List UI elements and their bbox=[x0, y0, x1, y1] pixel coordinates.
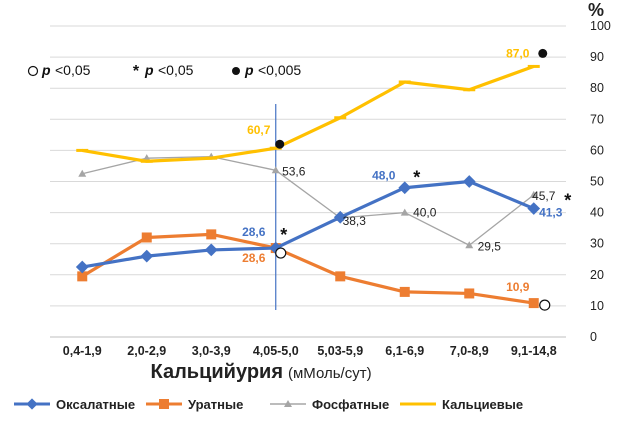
data-point bbox=[141, 232, 152, 243]
series-line-3 bbox=[82, 155, 535, 246]
significance-asterisk: * bbox=[413, 168, 420, 188]
significance-filled-circle bbox=[275, 139, 285, 149]
data-point bbox=[204, 243, 218, 257]
legend-p-threshold: <0,05 bbox=[55, 62, 91, 78]
series-legend: Оксалатные Уратные Фосфатные Кальциевые bbox=[14, 397, 523, 412]
data-label: 29,5 bbox=[478, 239, 502, 253]
data-label: 28,6 bbox=[242, 251, 266, 265]
y-tick-label: 90 bbox=[590, 50, 604, 64]
data-label: 48,0 bbox=[372, 169, 396, 183]
data-label: 40,0 bbox=[413, 206, 437, 220]
legend-asterisk: * bbox=[133, 63, 140, 80]
data-label: 10,9 bbox=[506, 280, 530, 294]
y-tick-label: 80 bbox=[590, 81, 604, 95]
data-label: 41,3 bbox=[539, 206, 563, 220]
data-point bbox=[77, 271, 88, 282]
data-label: 45,7 bbox=[532, 189, 556, 203]
legend-p-symbol: p bbox=[41, 62, 51, 78]
legend-swatch-marker bbox=[284, 400, 292, 407]
data-point bbox=[333, 210, 347, 224]
legend-open-circle bbox=[27, 65, 39, 77]
legend-swatch-marker bbox=[159, 399, 169, 409]
legend-label: Оксалатные bbox=[56, 397, 135, 412]
data-point bbox=[399, 286, 410, 297]
x-tick-label: 4,05-5,0 bbox=[253, 344, 299, 358]
series-line-4 bbox=[81, 64, 535, 163]
y-tick-label: 50 bbox=[590, 175, 604, 189]
y-tick-label: 10 bbox=[590, 299, 604, 313]
data-point bbox=[398, 181, 412, 195]
y-axis: 0 10 20 30 40 50 60 70 80 90 100 bbox=[590, 19, 611, 344]
y-axis-title: % bbox=[588, 0, 604, 20]
y-tick-label: 0 bbox=[590, 330, 597, 344]
x-tick-label: 6,1-6,9 bbox=[385, 344, 424, 358]
data-point bbox=[75, 260, 89, 274]
significance-legend: p <0,05 * p <0,05 p <0,005 bbox=[27, 62, 301, 80]
significance-filled-circle bbox=[538, 48, 548, 58]
x-axis-title-main: Кальцийурия bbox=[151, 361, 284, 383]
legend-p-symbol: p bbox=[144, 62, 154, 78]
x-tick-label: 0,4-1,9 bbox=[63, 344, 102, 358]
series-line-1 bbox=[81, 179, 535, 269]
x-axis: 0,4-1,9 2,0-2,9 3,0-3,9 4,05-5,0 5,03-5,9 6,1… bbox=[63, 344, 557, 358]
legend-swatch-marker bbox=[26, 398, 38, 410]
y-tick-label: 70 bbox=[590, 112, 604, 126]
data-label: 53,6 bbox=[282, 164, 306, 178]
legend-p-symbol: p bbox=[244, 62, 254, 78]
y-tick-label: 100 bbox=[590, 19, 611, 33]
legend-p-threshold: <0,05 bbox=[158, 62, 194, 78]
significance-asterisk: * bbox=[280, 225, 287, 245]
data-point bbox=[271, 166, 280, 174]
data-point bbox=[206, 229, 217, 240]
data-point bbox=[78, 169, 87, 177]
legend-label: Кальциевые bbox=[442, 397, 523, 412]
significance-open-circle bbox=[539, 299, 551, 311]
legend-label: Уратные bbox=[188, 397, 243, 412]
legend-label: Фосфатные bbox=[312, 397, 389, 412]
y-tick-label: 40 bbox=[590, 206, 604, 220]
series-lines bbox=[75, 64, 541, 309]
data-point bbox=[464, 288, 475, 299]
x-tick-label: 9,1-14,8 bbox=[511, 344, 557, 358]
data-labels: 28,6 *48,0 *41,3*28,610,953,638,340,029,54… bbox=[242, 46, 571, 311]
y-tick-label: 20 bbox=[590, 268, 604, 282]
significance-open-circle bbox=[275, 247, 287, 259]
data-point bbox=[465, 241, 474, 249]
y-tick-label: 60 bbox=[590, 143, 604, 157]
x-axis-title: Кальцийурия (мМоль/сут) bbox=[151, 361, 372, 383]
data-point bbox=[140, 249, 154, 263]
significance-asterisk: * bbox=[564, 191, 571, 211]
legend-p-threshold: <0,005 bbox=[258, 62, 301, 78]
data-point bbox=[528, 298, 539, 309]
series-line-2 bbox=[81, 232, 534, 305]
data-label: 28,6 bbox=[242, 225, 266, 239]
data-point bbox=[529, 190, 538, 198]
data-point bbox=[462, 175, 476, 188]
x-tick-label: 5,03-5,9 bbox=[317, 344, 363, 358]
data-label: 60,7 bbox=[247, 123, 271, 137]
data-point bbox=[335, 271, 346, 282]
x-tick-label: 7,0-8,9 bbox=[450, 344, 489, 358]
data-label: 38,3 bbox=[343, 214, 367, 228]
x-tick-label: 3,0-3,9 bbox=[192, 344, 231, 358]
y-tick-label: 30 bbox=[590, 237, 604, 251]
grid bbox=[50, 25, 566, 338]
legend-filled-circle bbox=[232, 67, 240, 75]
data-label: 87,0 bbox=[506, 46, 530, 60]
x-axis-title-unit: (мМоль/сут) bbox=[288, 365, 372, 382]
x-tick-label: 2,0-2,9 bbox=[127, 344, 166, 358]
data-point bbox=[400, 208, 409, 216]
